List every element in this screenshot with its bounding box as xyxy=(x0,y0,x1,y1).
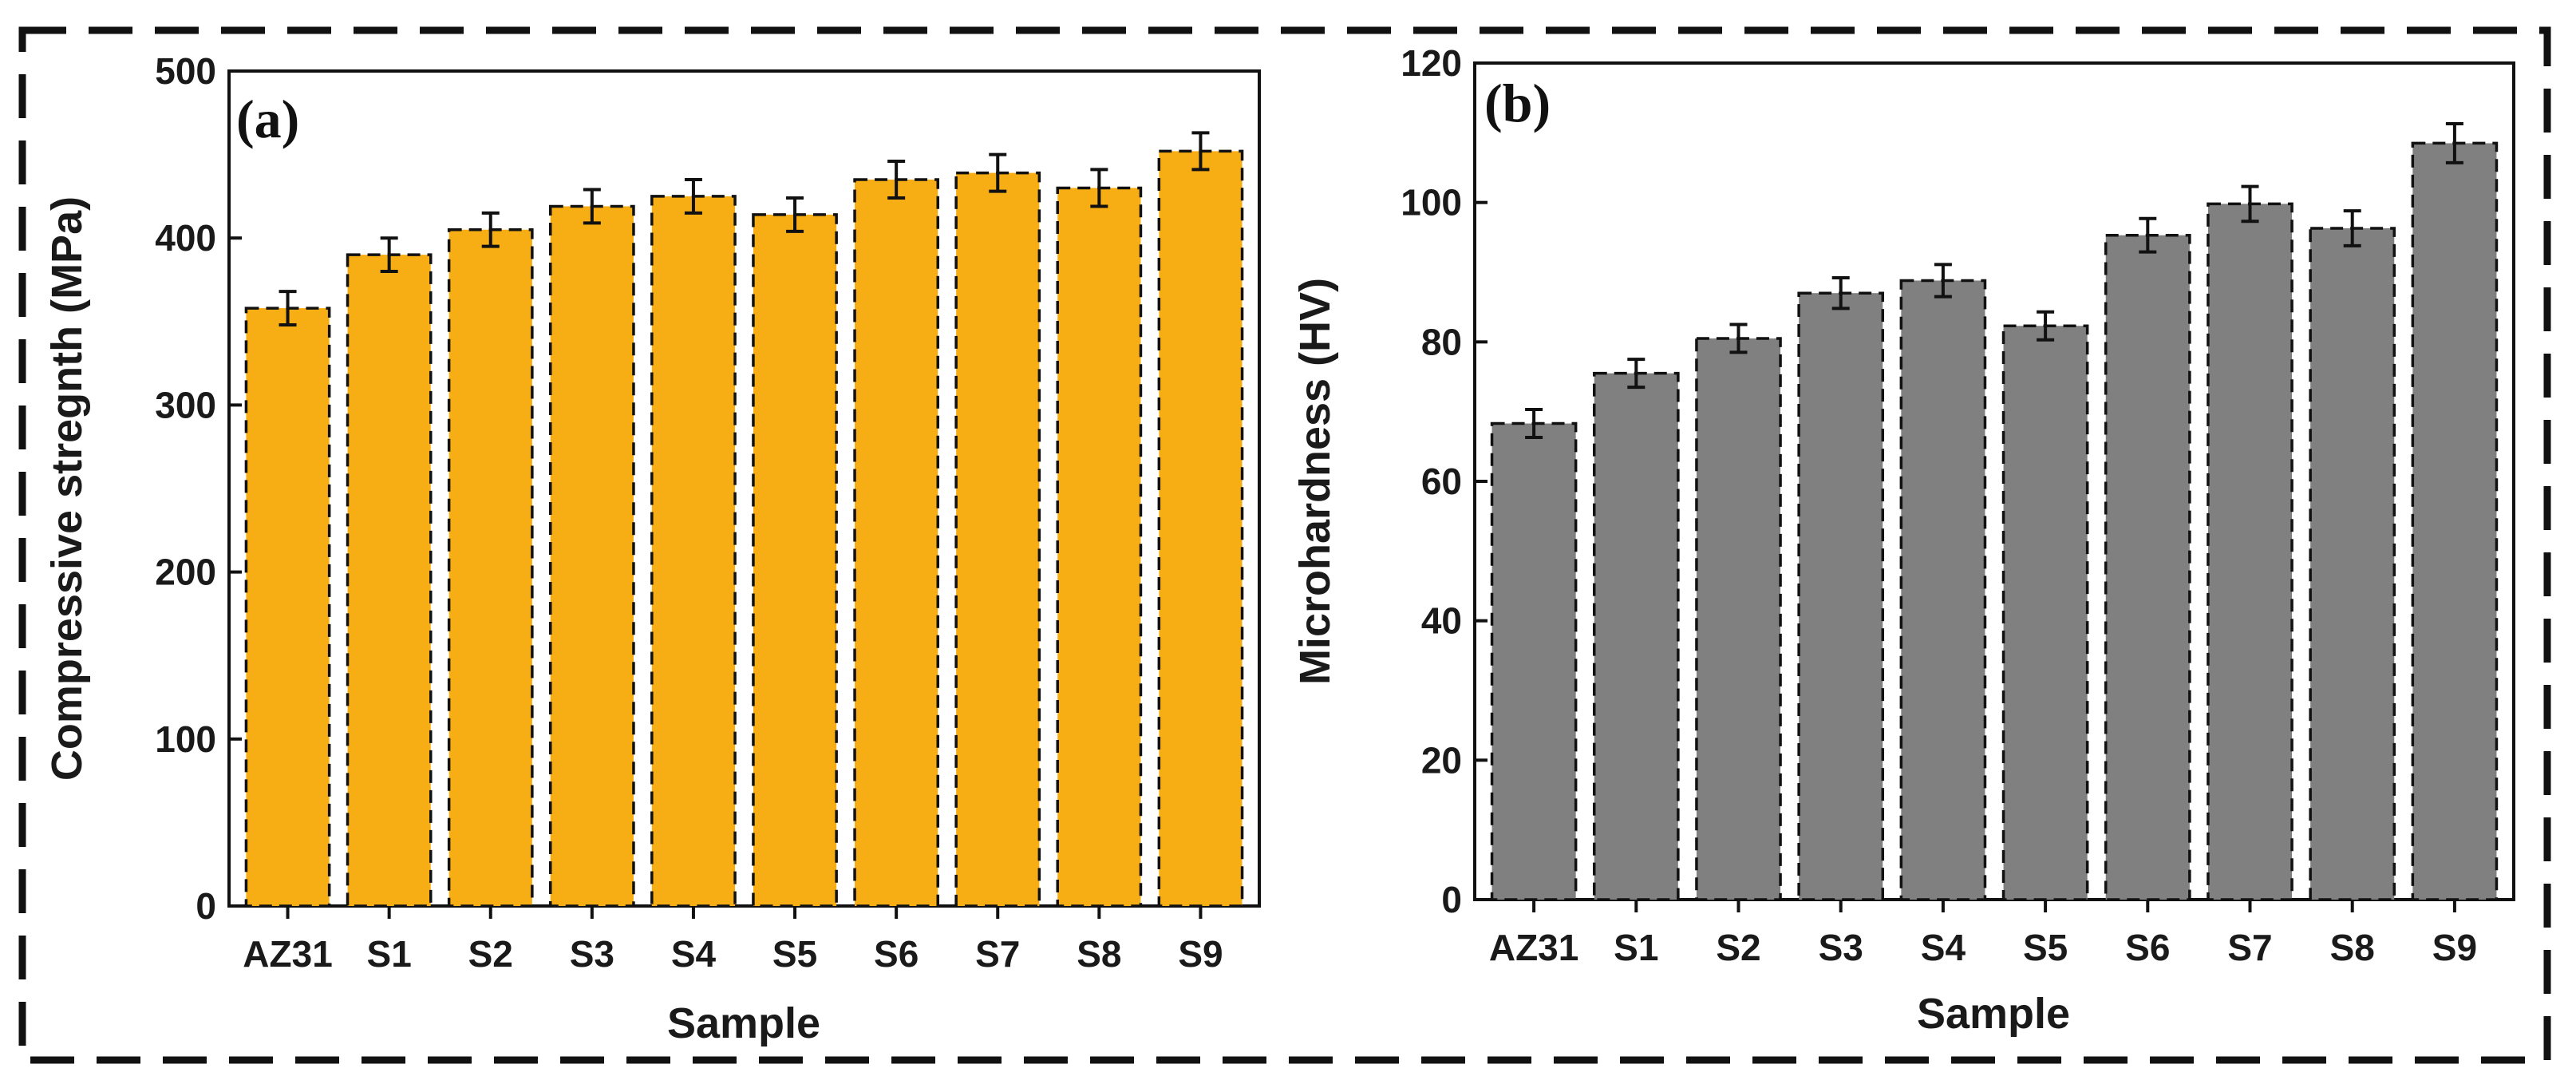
panel-b-x-tick-label: S6 xyxy=(2125,927,2170,968)
panel-a-y-tick-label: 100 xyxy=(155,718,216,760)
panel-a-bar-s4 xyxy=(650,195,737,908)
panel-a-x-tick-label: S9 xyxy=(1178,933,1223,975)
panel-b-bar-s9 xyxy=(2411,141,2499,901)
panel-b-y-axis-title: Microhardness (HV) xyxy=(1291,278,1339,685)
panel-b-y-tick-label: 0 xyxy=(1441,879,1462,920)
panel-a-x-tick-label: S5 xyxy=(772,933,817,975)
panel-b-bar-s7 xyxy=(2207,202,2294,901)
panel-b-x-axis-title: Sample xyxy=(1917,990,2070,1038)
panel-a-plot-frame xyxy=(227,69,1261,908)
panel-a-x-axis-title: Sample xyxy=(667,999,820,1047)
panel-a-x-tick-label: S7 xyxy=(975,933,1020,975)
panel-b-x-tick-label: S2 xyxy=(1716,927,1760,968)
panel-b-bar-s3 xyxy=(1797,291,1885,901)
panel-a-bar-s5 xyxy=(752,213,838,908)
panel-a-bar-s1 xyxy=(346,253,433,908)
panel-b-bar-s8 xyxy=(2309,227,2396,901)
panel-b-microhardness-chart: (b) Sample Microhardness (HV) 0 20 40 60 80 1… xyxy=(1291,42,2515,1038)
panel-b-bar-s5 xyxy=(2001,324,2089,901)
panel-a-x-tick-label: S6 xyxy=(874,933,919,975)
panel-a-x-tick-label: S2 xyxy=(468,933,513,975)
panel-b-bar-s6 xyxy=(2104,233,2191,901)
panel-a-y-tick-label: 300 xyxy=(155,384,216,425)
panel-b-x-tick-label: S5 xyxy=(2023,927,2068,968)
panel-a-y-tick-label: 200 xyxy=(155,552,216,593)
panel-b-y-tick-label: 40 xyxy=(1421,600,1462,642)
panel-b-x-tick-label: S4 xyxy=(1921,927,1966,968)
panel-b-x-tick-label: S8 xyxy=(2330,927,2375,968)
figure-dashed-border xyxy=(18,26,2551,1064)
panel-a-bar-s9 xyxy=(1157,149,1244,908)
panel-b-y-tick-label: 120 xyxy=(1401,42,1462,84)
panel-a-bar-s8 xyxy=(1056,186,1143,908)
panel-a-x-tick-label: S8 xyxy=(1077,933,1121,975)
panel-b-bar-s1 xyxy=(1592,371,1680,901)
panel-b-x-tick-label: S3 xyxy=(1819,927,1863,968)
panel-a-y-tick-label: 0 xyxy=(196,885,216,927)
panel-b-y-tick-label: 20 xyxy=(1421,739,1462,781)
panel-b-x-tick-label: AZ31 xyxy=(1489,927,1578,968)
panel-b-bar-s2 xyxy=(1695,337,1782,901)
panel-a-y-tick-label: 500 xyxy=(155,50,216,92)
panel-a-label: (a) xyxy=(236,89,299,149)
panel-a-x-tick-label: S3 xyxy=(570,933,614,975)
panel-b-bar-s4 xyxy=(1899,279,1987,901)
panel-a-y-axis-title: Compressive stregnth (MPa) xyxy=(43,196,91,781)
panel-a-bar-s2 xyxy=(447,227,534,908)
panel-b-x-tick-label: S7 xyxy=(2227,927,2272,968)
panel-a-bar-s6 xyxy=(853,178,940,908)
panel-a-bar-s7 xyxy=(954,171,1041,908)
panel-a-y-tick-label: 400 xyxy=(155,217,216,259)
panel-b-y-tick-label: 80 xyxy=(1421,321,1462,362)
panel-b-label: (b) xyxy=(1484,73,1551,133)
panel-a-compressive-strength-chart: (a) Sample Compressive stregnth (MPa) 0 1… xyxy=(43,50,1261,1047)
panel-a-bar-az31 xyxy=(244,307,331,908)
panel-a-x-tick-label: S4 xyxy=(671,933,717,975)
panel-a-x-tick-label: AZ31 xyxy=(243,933,332,975)
panel-b-y-tick-label: 100 xyxy=(1401,182,1462,224)
panel-b-x-tick-label: S9 xyxy=(2432,927,2477,968)
panel-a-bar-s3 xyxy=(548,204,635,908)
panel-b-x-tick-label: S1 xyxy=(1614,927,1658,968)
panel-b-bar-az31 xyxy=(1490,421,1578,901)
panel-a-x-tick-label: S1 xyxy=(367,933,412,975)
panel-b-y-tick-label: 60 xyxy=(1421,461,1462,502)
